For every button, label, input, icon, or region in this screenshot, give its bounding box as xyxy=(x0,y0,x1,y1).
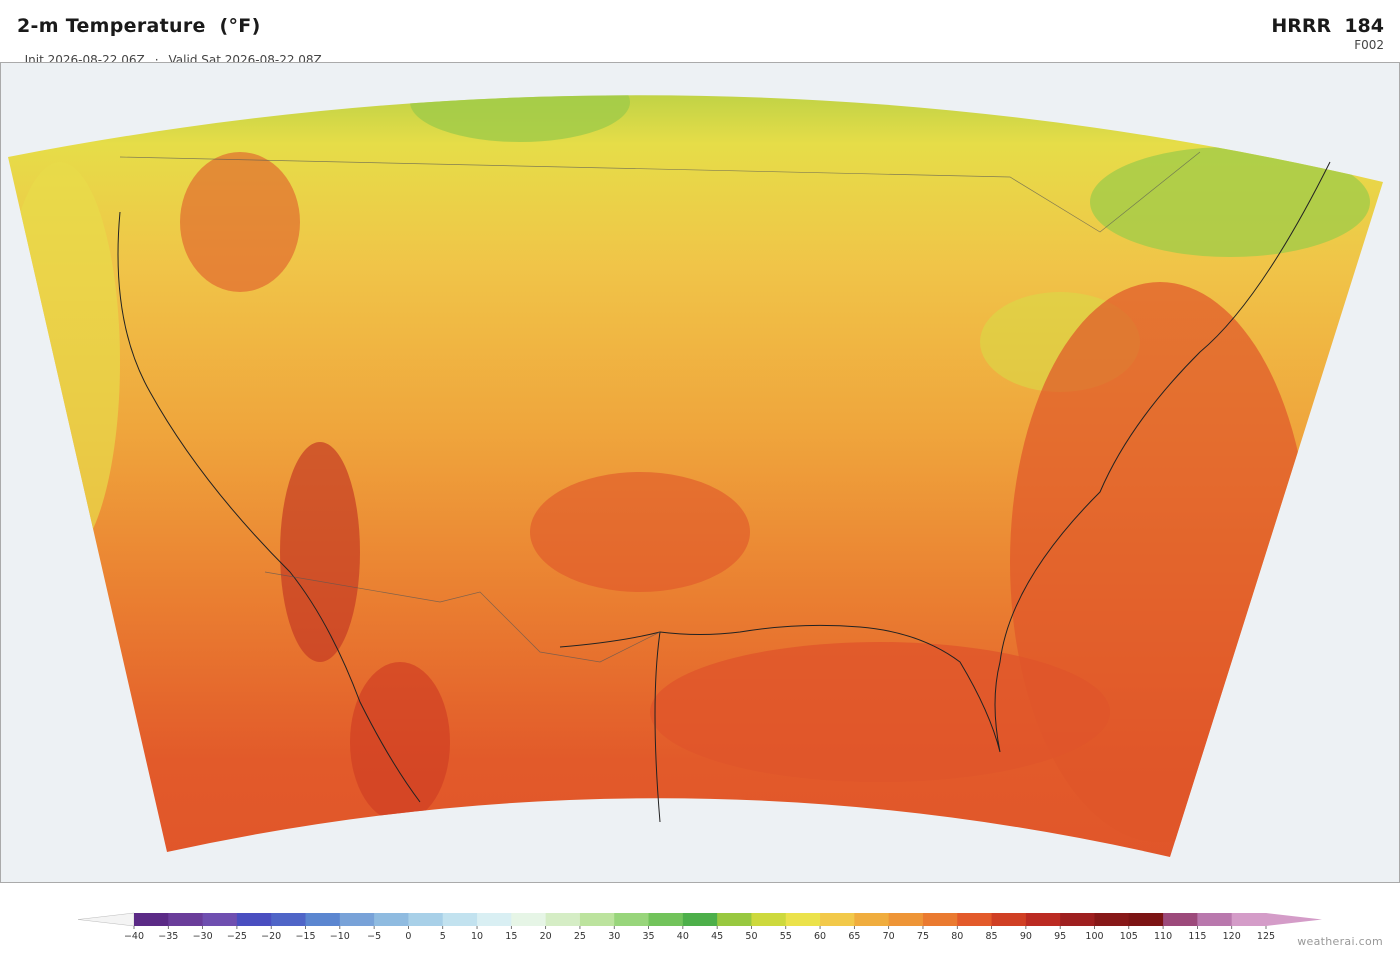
colorbar-bin xyxy=(579,913,615,926)
cool-area xyxy=(410,95,630,142)
colorbar-tick-label: 30 xyxy=(608,931,620,942)
colorbar: −40 −35 −30 −25 −20 −15 −10 −5 0 5 10 15 20 25 30 35 40 4… xyxy=(77,912,1322,942)
colorbar-bin xyxy=(271,913,307,926)
colorbar-tick-label: 45 xyxy=(711,931,723,942)
colorbar-bin xyxy=(202,913,238,926)
colorbar-bin xyxy=(682,913,718,926)
warm-area xyxy=(530,472,750,592)
colorbar-bin xyxy=(1060,913,1095,926)
colorbar-tick-label: −25 xyxy=(227,931,247,942)
colorbar-tick-label: 5 xyxy=(440,931,446,942)
colorbar-tick-label: 60 xyxy=(814,931,826,942)
colorbar-bin xyxy=(1094,913,1130,926)
colorbar-bin xyxy=(1197,913,1233,926)
colorbar-bin xyxy=(374,913,409,926)
colorbar-tick-label: 15 xyxy=(505,931,517,942)
colorbar-bin xyxy=(820,913,855,926)
model-label: HRRR 184 xyxy=(1271,15,1384,37)
borders xyxy=(119,151,1201,663)
colorbar-tick-label: 85 xyxy=(986,931,998,942)
colorbar-bin xyxy=(785,913,821,926)
mexico-coast xyxy=(654,631,661,823)
colorbar-bin xyxy=(854,913,890,926)
east-coast xyxy=(559,161,1331,753)
colorbar-tick-label: −40 xyxy=(124,931,144,942)
colorbar-tick-label: 100 xyxy=(1085,931,1103,942)
colorbar-bin xyxy=(236,913,272,926)
colorbar-bin xyxy=(1163,913,1198,926)
colorbar-bin xyxy=(1128,913,1164,926)
colorbar-bin xyxy=(168,913,204,926)
colorbar-tick-label: 110 xyxy=(1154,931,1172,942)
colorbar-bin xyxy=(134,913,169,926)
over-extension xyxy=(1266,913,1322,926)
colorbar-bin xyxy=(477,913,512,926)
colorbar-tick-label: −30 xyxy=(193,931,213,942)
colorbar-bin xyxy=(717,913,752,926)
attribution: weatherai.com xyxy=(1297,935,1383,948)
colorbar-tick-label: −15 xyxy=(295,931,315,942)
colorbar-bin xyxy=(991,913,1027,926)
colorbar-bin xyxy=(614,913,650,926)
colorbar-bin xyxy=(408,913,444,926)
colorbar-tick-label: 0 xyxy=(405,931,411,942)
colorbar-bin xyxy=(648,913,684,926)
colorbar-bin xyxy=(1231,913,1267,926)
colorbar-bin xyxy=(957,913,993,926)
forecast-hour: F002 xyxy=(1354,38,1384,52)
colorbar-tick-label: 50 xyxy=(745,931,757,942)
colorbar-bin xyxy=(339,913,375,926)
colorbar-tick-label: 20 xyxy=(540,931,552,942)
colorbar-tick-label: 120 xyxy=(1223,931,1241,942)
colorbar-tick-label: 80 xyxy=(951,931,963,942)
hot-area xyxy=(350,662,450,822)
colorbar-tick-label: 55 xyxy=(780,931,792,942)
us-mexico-border xyxy=(264,571,661,663)
colorbar-tick-label: 35 xyxy=(642,931,654,942)
colorbar-bin xyxy=(511,913,547,926)
colorbar-tick-label: 105 xyxy=(1120,931,1138,942)
colorbar-tick-label: 65 xyxy=(848,931,860,942)
colorbar-tick-label: 125 xyxy=(1257,931,1275,942)
colorbar-bin xyxy=(751,913,787,926)
west-coast xyxy=(117,211,421,803)
gulf-warm xyxy=(650,642,1110,782)
title: 2-m Temperature (°F) xyxy=(17,15,261,37)
colorbar-tick-label: 25 xyxy=(574,931,586,942)
warm-area xyxy=(180,152,300,292)
colorbar-tick-label: −35 xyxy=(158,931,178,942)
colorbar-tick-label: 10 xyxy=(471,931,483,942)
colorbar-tick-label: 40 xyxy=(677,931,689,942)
us-canada-border xyxy=(119,151,1201,233)
colorbar-tick-label: 70 xyxy=(883,931,895,942)
colorbar-tick-label: 95 xyxy=(1054,931,1066,942)
coastlines xyxy=(117,161,1331,823)
colorbar-tick-label: 90 xyxy=(1020,931,1032,942)
under-extension xyxy=(77,912,135,927)
colorbar-bin xyxy=(1025,913,1061,926)
cool-area xyxy=(1090,147,1370,257)
map xyxy=(0,62,1400,883)
colorbar-bin xyxy=(922,913,958,926)
colorbar-bin xyxy=(305,913,341,926)
colorbar-tick-label: −5 xyxy=(367,931,381,942)
colorbar-tick-label: −20 xyxy=(261,931,281,942)
colorbar-tick-label: −10 xyxy=(330,931,350,942)
hot-area xyxy=(280,442,360,662)
colorbar-tick-label: 115 xyxy=(1188,931,1206,942)
colorbar-bin xyxy=(888,913,924,926)
separator: · xyxy=(154,53,159,67)
temperature-field xyxy=(8,95,1383,858)
colorbar-tick-label: 75 xyxy=(917,931,929,942)
colorbar-bin xyxy=(442,913,478,926)
colorbar-bin xyxy=(545,913,581,926)
